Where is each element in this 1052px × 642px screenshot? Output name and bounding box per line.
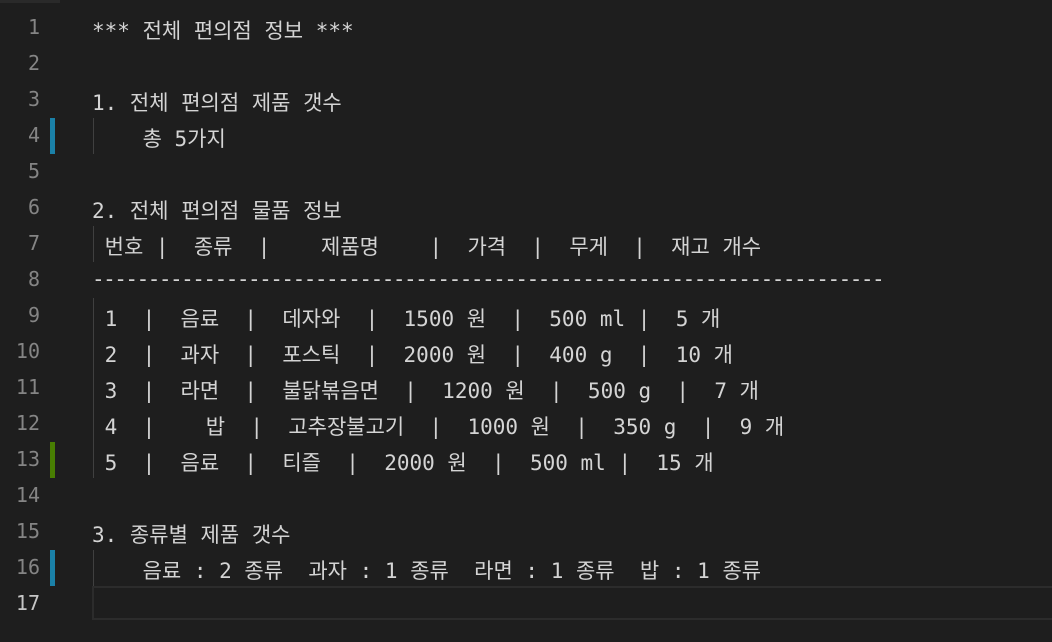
editor-line[interactable]: 8 --------------------------------------… [0, 262, 1052, 298]
line-number: 9 [27, 303, 40, 327]
indent-guide [93, 298, 94, 334]
line-text[interactable]: 번호 | 종류 | 제품명 | 가격 | 무게 | 재고 개수 [92, 235, 762, 259]
line-number: 4 [27, 123, 40, 147]
indent-guide [93, 118, 94, 154]
editor-line[interactable]: 6 2. 전체 편의점 물품 정보 [0, 190, 1052, 226]
editor-line[interactable]: 12 4 | 밥 | 고추장불고기 | 1000 원 | 350 g | 9 개 [0, 406, 1052, 442]
line-number: 17 [15, 591, 40, 615]
modified-gutter-marker[interactable] [50, 118, 55, 154]
editor-line[interactable]: 1 *** 전체 편의점 정보 *** [0, 10, 1052, 46]
line-text[interactable]: 1 | 음료 | 데자와 | 1500 원 | 500 ml | 5 개 [92, 307, 721, 331]
indent-guide [93, 442, 94, 478]
added-gutter-marker[interactable] [50, 442, 55, 478]
editor-line[interactable]: 7 번호 | 종류 | 제품명 | 가격 | 무게 | 재고 개수 [0, 226, 1052, 262]
editor-line[interactable]: 5 [0, 154, 1052, 190]
line-number: 16 [15, 555, 40, 579]
indent-guide [93, 334, 94, 370]
line-text[interactable]: 2. 전체 편의점 물품 정보 [92, 199, 342, 223]
line-number: 10 [15, 339, 40, 363]
indent-guide [93, 550, 94, 586]
editor-line[interactable]: 14 [0, 478, 1052, 514]
line-text[interactable]: 1. 전체 편의점 제품 갯수 [92, 91, 342, 115]
line-number: 3 [27, 87, 40, 111]
line-number: 8 [27, 267, 40, 291]
indent-guide [93, 226, 94, 262]
line-text[interactable]: *** 전체 편의점 정보 *** [92, 19, 354, 43]
line-number: 1 [27, 15, 40, 39]
line-number: 12 [15, 411, 40, 435]
line-text[interactable]: ----------------------------------------… [92, 267, 885, 291]
line-number: 7 [27, 231, 40, 255]
editor-line[interactable]: 16 음료 : 2 종류 과자 : 1 종류 라면 : 1 종류 밥 : 1 종… [0, 550, 1052, 586]
line-text[interactable]: 5 | 음료 | 티즐 | 2000 원 | 500 ml | 15 개 [92, 451, 714, 475]
line-text[interactable]: 3. 종류별 제품 갯수 [92, 523, 291, 547]
line-number: 11 [15, 375, 40, 399]
modified-gutter-marker[interactable] [50, 550, 55, 586]
editor-line[interactable]: 15 3. 종류별 제품 갯수 [0, 514, 1052, 550]
line-number: 14 [15, 483, 40, 507]
editor-line[interactable]: 10 2 | 과자 | 포스틱 | 2000 원 | 400 g | 10 개 [0, 334, 1052, 370]
line-text[interactable]: 총 5가지 [92, 127, 226, 151]
editor-line[interactable]: 9 1 | 음료 | 데자와 | 1500 원 | 500 ml | 5 개 [0, 298, 1052, 334]
line-number: 2 [27, 51, 40, 75]
editor-line[interactable]: 2 [0, 46, 1052, 82]
editor-line[interactable]: 11 3 | 라면 | 불닭볶음면 | 1200 원 | 500 g | 7 개 [0, 370, 1052, 406]
line-text[interactable]: 3 | 라면 | 불닭볶음면 | 1200 원 | 500 g | 7 개 [92, 379, 759, 403]
editor-line-active[interactable]: 17 [0, 586, 1052, 622]
current-line-highlight [92, 586, 1052, 620]
indent-guide [93, 370, 94, 406]
editor-top-edge [0, 0, 1052, 8]
line-text[interactable]: 음료 : 2 종류 과자 : 1 종류 라면 : 1 종류 밥 : 1 종류 [92, 559, 762, 583]
line-number: 15 [15, 519, 40, 543]
line-text[interactable]: 2 | 과자 | 포스틱 | 2000 원 | 400 g | 10 개 [92, 343, 733, 367]
editor-line[interactable]: 4 총 5가지 [0, 118, 1052, 154]
editor-line[interactable]: 3 1. 전체 편의점 제품 갯수 [0, 82, 1052, 118]
line-number: 6 [27, 195, 40, 219]
line-text[interactable]: 4 | 밥 | 고추장불고기 | 1000 원 | 350 g | 9 개 [92, 415, 785, 439]
editor-line[interactable]: 13 5 | 음료 | 티즐 | 2000 원 | 500 ml | 15 개 [0, 442, 1052, 478]
line-number: 5 [27, 159, 40, 183]
line-number: 13 [15, 447, 40, 471]
indent-guide [93, 406, 94, 442]
